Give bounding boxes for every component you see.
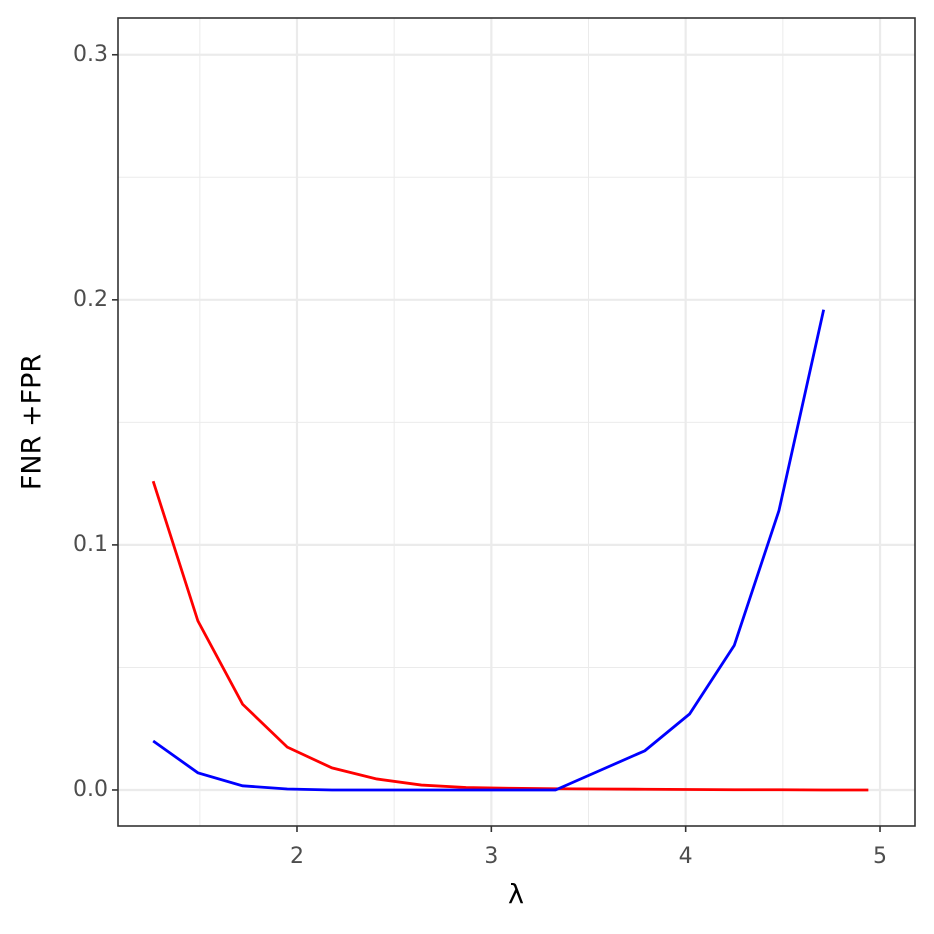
series-line — [151, 480, 869, 792]
grid — [118, 18, 915, 826]
series-line — [152, 309, 826, 792]
y-tick-label: 0.3 — [73, 42, 108, 67]
x-tick-label: 4 — [679, 844, 693, 869]
y-tick-label: 0.1 — [73, 532, 108, 557]
y-axis-title: FNR +FPR — [17, 354, 48, 490]
marks — [151, 309, 869, 792]
y-tick-label: 0.2 — [73, 287, 108, 312]
x-tick-label: 5 — [873, 844, 887, 869]
x-axis-title: λ — [508, 880, 524, 911]
y-tick-label: 0.0 — [73, 777, 108, 802]
panel-border — [117, 17, 916, 827]
x-tick-label: 3 — [484, 844, 498, 869]
x-tick-label: 2 — [290, 844, 304, 869]
